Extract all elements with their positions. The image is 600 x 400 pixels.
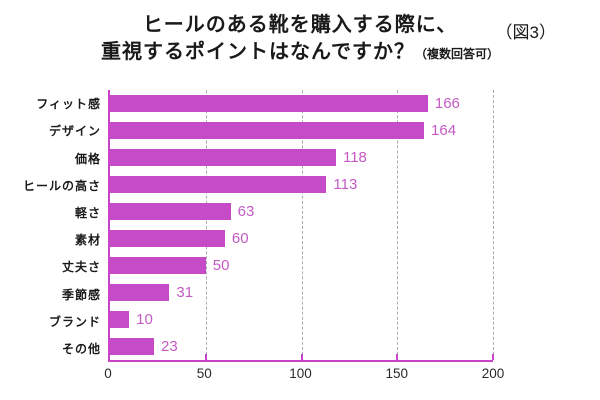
category-label: デザイン xyxy=(48,124,101,139)
chart-title-note: （複数回答可） xyxy=(414,47,499,61)
chart-title-line2-text: 重視するポイントはなんですか？ xyxy=(100,41,415,63)
bar xyxy=(110,257,206,274)
value-label: 10 xyxy=(136,311,153,328)
gridline xyxy=(205,90,207,360)
axis-tick xyxy=(492,354,494,360)
value-label: 166 xyxy=(434,95,460,112)
bar-row: 118 xyxy=(110,144,493,171)
x-axis-labels: 0 50 100 150 200 xyxy=(104,366,504,386)
value-label: 164 xyxy=(431,122,457,139)
bar xyxy=(110,338,155,355)
figure-number-label: （図3） xyxy=(495,23,556,42)
bar xyxy=(110,176,327,193)
category-label: 価格 xyxy=(74,151,101,166)
axis-tick xyxy=(204,354,207,360)
bar-row: 113 xyxy=(110,171,493,198)
bar-row: 63 xyxy=(110,198,493,225)
bar xyxy=(110,311,130,328)
x-axis-tick-label: 200 xyxy=(481,366,505,381)
bar-row: 50 xyxy=(110,252,493,279)
x-axis-tick-label: 150 xyxy=(385,366,409,381)
bar-row: 164 xyxy=(110,117,493,144)
value-label: 31 xyxy=(176,284,194,301)
bar xyxy=(110,284,170,301)
bar xyxy=(110,203,231,220)
category-label: 素材 xyxy=(74,233,101,248)
bar xyxy=(110,122,425,139)
category-label: フィット感 xyxy=(36,97,101,112)
category-label: ブランド xyxy=(48,314,101,329)
category-label: 季節感 xyxy=(61,287,101,302)
x-axis-tick-label: 50 xyxy=(196,366,212,381)
value-label: 113 xyxy=(333,176,358,193)
gridline xyxy=(301,90,303,360)
bar-row: 23 xyxy=(110,333,493,360)
value-label: 118 xyxy=(342,149,367,166)
plot-area: 166 164 118 113 63 60 50 31 10 23 xyxy=(108,90,494,362)
bar-row: 60 xyxy=(110,225,493,252)
chart-title-line2: 重視するポイントはなんですか？（複数回答可） xyxy=(0,39,600,66)
bar-row: 10 xyxy=(110,306,493,333)
value-label: 23 xyxy=(161,338,178,355)
bar-row: 31 xyxy=(110,279,493,306)
bar xyxy=(110,149,336,166)
bar xyxy=(110,95,428,112)
value-label: 63 xyxy=(237,203,255,220)
x-axis-tick-label: 100 xyxy=(289,366,312,381)
category-labels: フィット感デザイン価格ヒールの高さ軽さ素材丈夫さ季節感ブランドその他 xyxy=(0,90,101,362)
bar-rows: 166 164 118 113 63 60 50 31 10 23 xyxy=(110,90,493,360)
chart-title-line1: ヒールのある靴を購入する際に、 xyxy=(142,14,458,36)
category-label: その他 xyxy=(61,341,101,356)
value-label: 60 xyxy=(231,230,249,247)
axis-tick xyxy=(396,354,399,360)
gridline xyxy=(493,90,494,360)
category-label: 丈夫さ xyxy=(61,260,101,275)
category-label: 軽さ xyxy=(74,205,101,220)
category-label: ヒールの高さ xyxy=(22,178,101,193)
x-axis-tick-label: 0 xyxy=(104,366,112,381)
gridline xyxy=(397,90,399,360)
bar xyxy=(110,230,225,247)
axis-tick xyxy=(300,354,303,360)
chart-title: ヒールのある靴を購入する際に、 重視するポイントはなんですか？（複数回答可） xyxy=(0,12,600,66)
bar-row: 166 xyxy=(110,90,493,117)
value-label: 50 xyxy=(212,257,230,274)
